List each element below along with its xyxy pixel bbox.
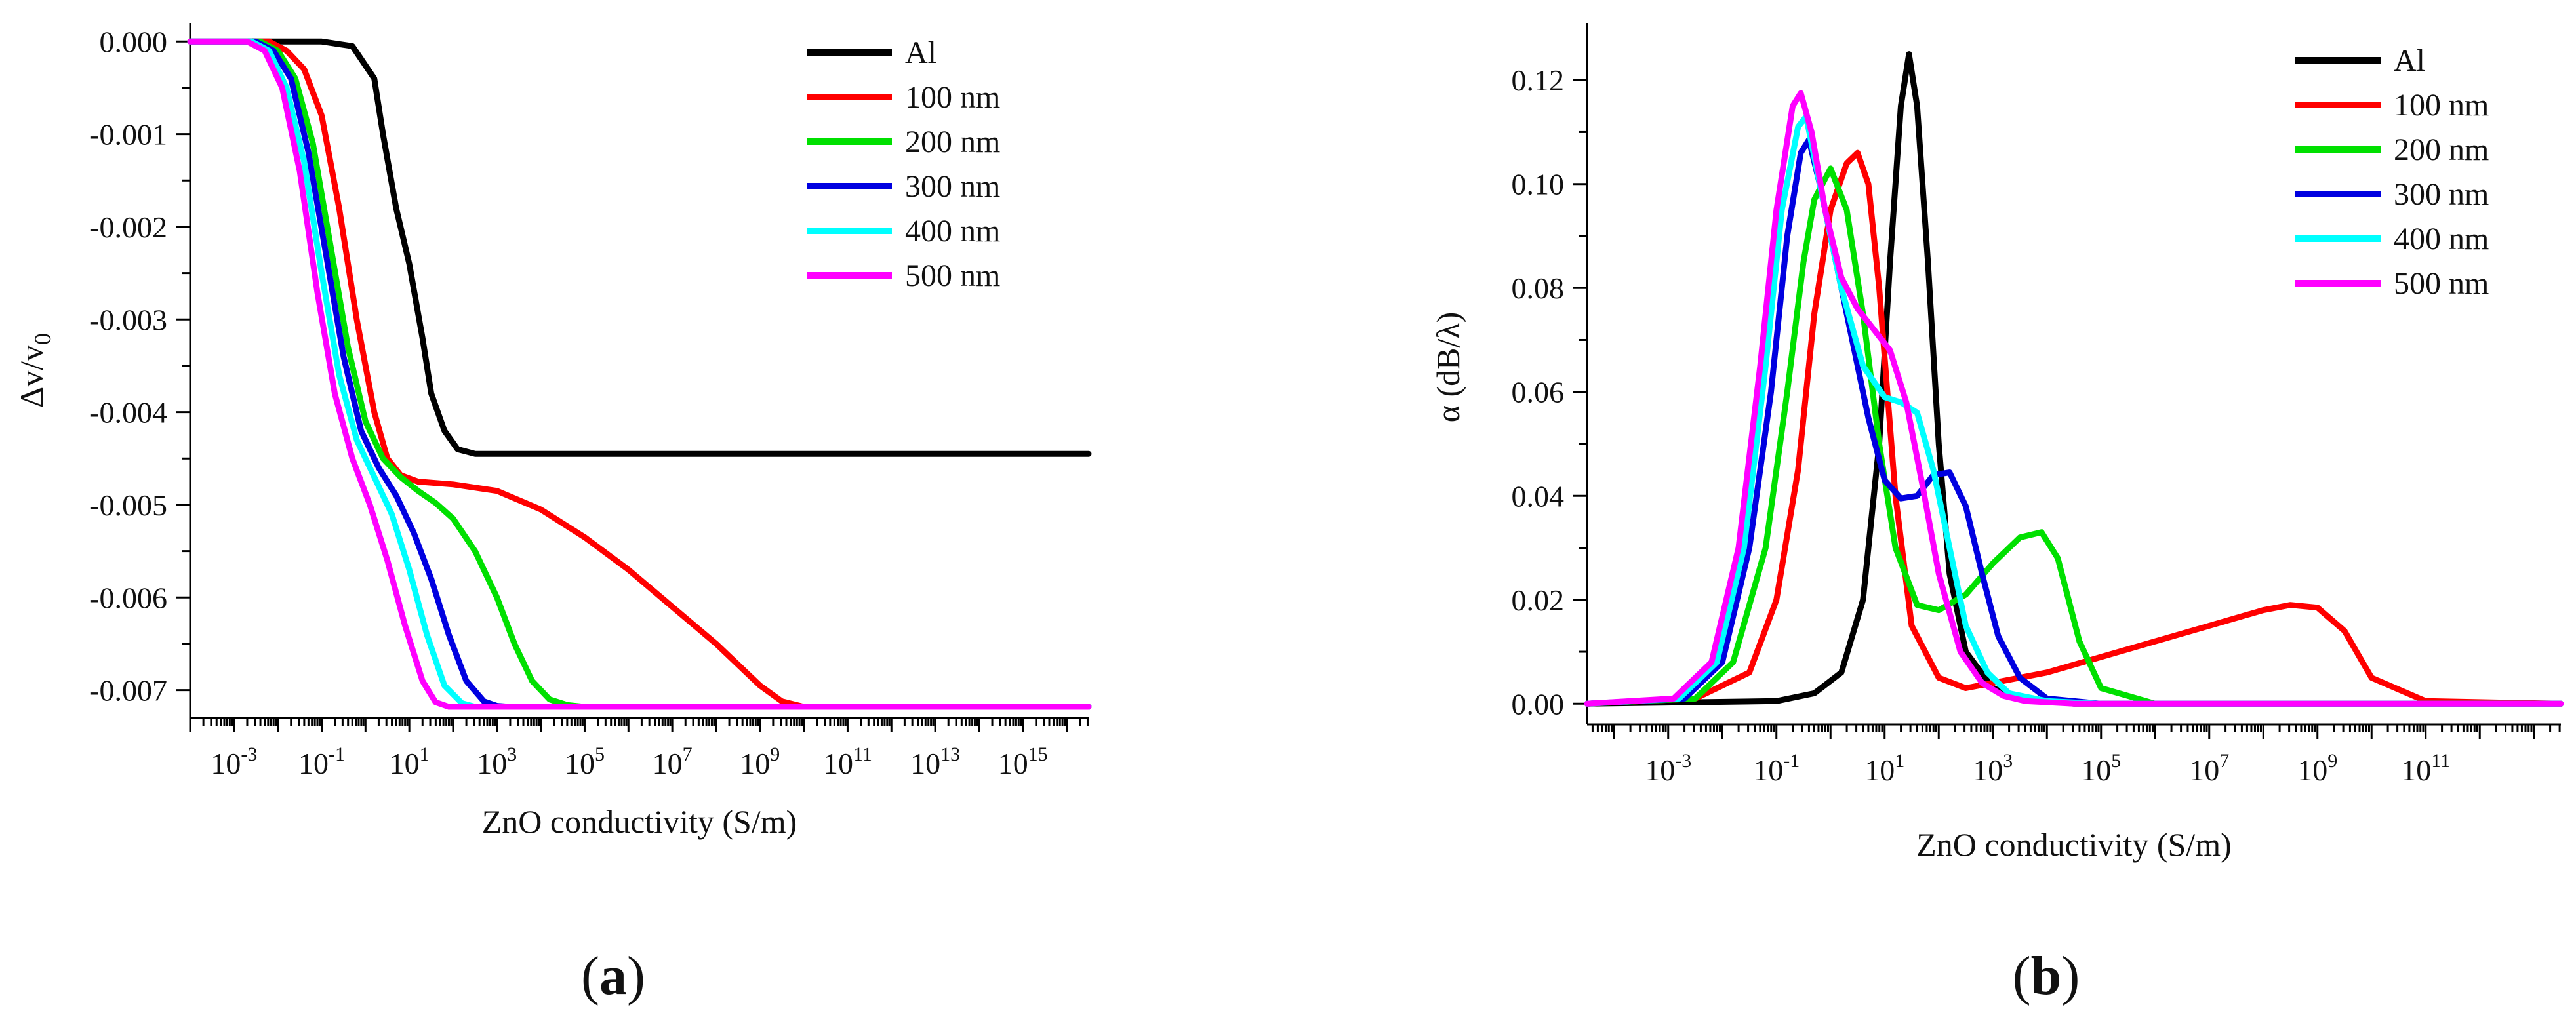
- legend-label: 300 nm: [905, 169, 1000, 204]
- series-line-200-nm: [187, 38, 1092, 710]
- series-line-500-nm: [187, 38, 1092, 710]
- panel-label-b: (b): [2012, 945, 2080, 1006]
- series-line-500-nm: [1584, 90, 2564, 707]
- legend: Al 100 nm 200 nm 300 nm 400 nm 500 nm: [807, 35, 1000, 293]
- legend-label: 200 nm: [2394, 132, 2489, 167]
- x-tick-label: 101: [1864, 750, 1904, 787]
- legend-label: 200 nm: [905, 125, 1000, 159]
- x-tick-label: 103: [1973, 750, 2013, 787]
- chart-a: 10-3 10-1 101 103 105 107 109 1011 1013 1015 0.000…: [13, 23, 1092, 840]
- legend-label: 500 nm: [905, 258, 1000, 293]
- y-tick-label: -0.007: [89, 674, 167, 707]
- x-tick-label: 10-3: [211, 744, 257, 780]
- x-tick-label: 1015: [998, 744, 1048, 780]
- x-tick-label: 105: [565, 744, 605, 780]
- y-tick-label: 0.000: [100, 25, 168, 58]
- legend-label: 300 nm: [2394, 177, 2489, 212]
- series-line-400-nm: [1584, 113, 2564, 707]
- x-tick-label: 109: [2297, 750, 2337, 787]
- legend: Al 100 nm 200 nm 300 nm 400 nm 500 nm: [2295, 43, 2489, 301]
- y-tick-label: 0.00: [1512, 687, 1565, 721]
- series-line-300-nm: [1584, 136, 2564, 707]
- y-tick-label: 0.12: [1512, 64, 1565, 97]
- x-tick-label: 10-3: [1645, 750, 1691, 787]
- x-tick-label: 1011: [2401, 750, 2450, 787]
- series-line-100-nm: [1584, 149, 2564, 707]
- y-tick-label: 0.04: [1512, 479, 1565, 513]
- series-line-al: [187, 38, 1092, 457]
- y-tick-label: 0.08: [1512, 271, 1565, 305]
- legend-label: 500 nm: [2394, 266, 2489, 301]
- legend-label: Al: [905, 35, 936, 70]
- series-line-100-nm: [187, 38, 1092, 710]
- y-axis-label: Δv/v0: [13, 333, 56, 408]
- y-tick-label: -0.004: [89, 396, 167, 429]
- legend-label: Al: [2394, 43, 2425, 78]
- legend-label: 400 nm: [905, 214, 1000, 248]
- legend-label: 100 nm: [2394, 88, 2489, 123]
- legend-label: 400 nm: [2394, 222, 2489, 256]
- x-tick-label: 101: [390, 744, 430, 780]
- y-tick-label: -0.002: [89, 210, 167, 244]
- x-tick-label: 107: [2189, 750, 2229, 787]
- y-tick-label: -0.003: [89, 303, 167, 336]
- x-tick-label: 10-1: [298, 744, 345, 780]
- series-line-200-nm: [1584, 165, 2564, 707]
- y-axis-label: α (dB/λ): [1430, 312, 1466, 422]
- y-tick-label: 0.10: [1512, 168, 1565, 201]
- x-tick-label: 109: [740, 744, 780, 780]
- x-tick-label: 107: [653, 744, 693, 780]
- x-tick-label: 103: [477, 744, 517, 780]
- y-tick-label: -0.006: [89, 581, 167, 614]
- y-tick-label: 0.06: [1512, 376, 1565, 409]
- x-axis-label: ZnO conductivity (S/m): [1916, 826, 2232, 863]
- x-tick-label: 1011: [823, 744, 872, 780]
- x-tick-label: 1013: [910, 744, 960, 780]
- y-tick-label: -0.001: [89, 118, 167, 151]
- series-line-300-nm: [187, 38, 1092, 710]
- x-tick-label: 105: [2081, 750, 2121, 787]
- y-tick-label: 0.02: [1512, 584, 1565, 617]
- x-tick-label: 10-1: [1753, 750, 1800, 787]
- x-axis-label: ZnO conductivity (S/m): [482, 803, 797, 840]
- panel-label-a: (a): [581, 945, 645, 1006]
- legend-label: 100 nm: [905, 80, 1000, 115]
- y-tick-label: -0.005: [89, 488, 167, 522]
- chart-b: 10-3 10-1 101 103 105 107 109 1011 0.00 0.02 0.04 0…: [1430, 23, 2564, 863]
